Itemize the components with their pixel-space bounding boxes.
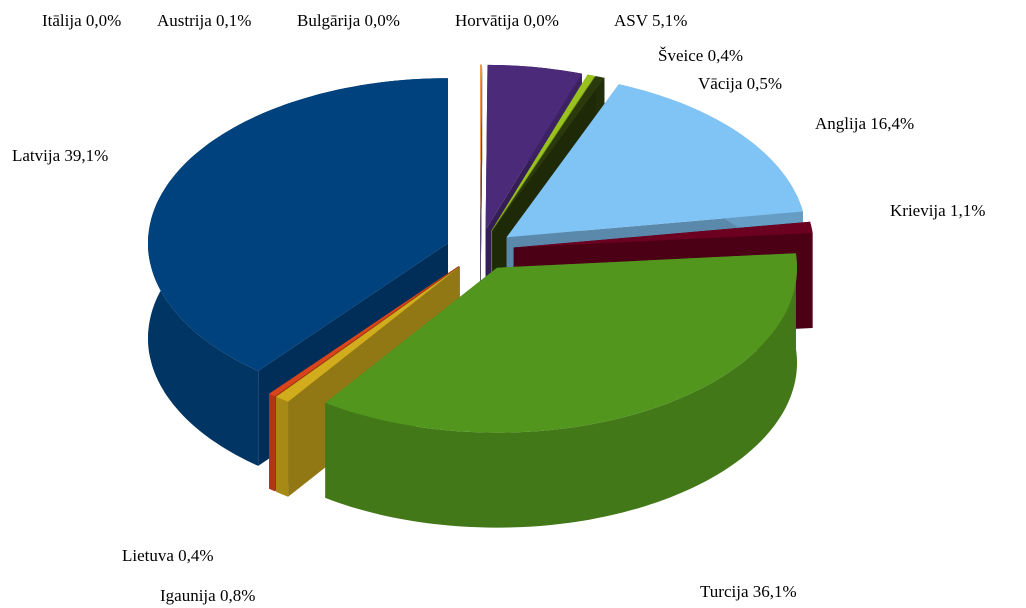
data-label: ASV 5,1%	[614, 11, 687, 30]
slice	[269, 266, 459, 397]
slice-side	[810, 221, 813, 328]
label-name: Lietuva	[122, 546, 174, 565]
slice-side	[325, 253, 797, 528]
slice	[480, 64, 482, 230]
label-name: Anglija	[815, 114, 866, 133]
label-name: Itālija	[42, 11, 82, 30]
label-name: Krievija	[890, 201, 946, 220]
slice	[325, 253, 797, 433]
data-label: Vācija 0,5%	[698, 74, 782, 93]
label-value: 0,5%	[747, 74, 782, 93]
label-name: ASV	[614, 11, 649, 30]
label-value: 0,0%	[86, 11, 121, 30]
label-value: 0,1%	[216, 11, 251, 30]
slice-side	[276, 396, 289, 497]
slice-side	[269, 393, 275, 492]
label-value: 1,1%	[950, 201, 985, 220]
label-value: 16,4%	[870, 114, 914, 133]
data-label: Igaunija 0,8%	[160, 586, 255, 605]
data-label: Horvātija 0,0%	[455, 11, 559, 30]
slice	[513, 221, 813, 248]
label-value: 0,4%	[708, 46, 743, 65]
label-value: 36,1%	[753, 582, 797, 601]
label-value: 0,0%	[365, 11, 400, 30]
label-value: 39,1%	[64, 146, 108, 165]
slice	[485, 64, 582, 230]
label-name: Bulgārija	[297, 11, 361, 30]
label-name: Horvātija	[455, 11, 520, 30]
slice-wall	[480, 64, 483, 325]
label-value: 0,8%	[220, 586, 255, 605]
label-name: Igaunija	[160, 586, 216, 605]
data-label: Anglija 16,4%	[815, 114, 914, 133]
slice	[506, 84, 803, 238]
data-label: Latvija 39,1%	[12, 146, 108, 165]
slice	[276, 266, 460, 402]
data-label: Bulgārija 0,0%	[297, 11, 400, 30]
data-label: Šveice 0,4%	[658, 46, 743, 65]
label-name: Latvija	[12, 146, 61, 165]
data-label: Krievija 1,1%	[890, 201, 985, 220]
label-value: 5,1%	[652, 11, 687, 30]
label-name: Austrija	[157, 11, 212, 30]
label-value: 0,0%	[523, 11, 558, 30]
label-name: Šveice	[658, 46, 703, 65]
slice	[148, 78, 448, 371]
label-value: 0,4%	[178, 546, 213, 565]
data-label: Austrija 0,1%	[157, 11, 251, 30]
slice	[491, 74, 595, 231]
data-label: Lietuva 0,4%	[122, 546, 214, 565]
label-name: Turcija	[700, 582, 749, 601]
slice	[492, 76, 605, 231]
data-label: Itālija 0,0%	[42, 11, 121, 30]
data-label: Turcija 36,1%	[700, 582, 797, 601]
label-name: Vācija	[698, 74, 743, 93]
